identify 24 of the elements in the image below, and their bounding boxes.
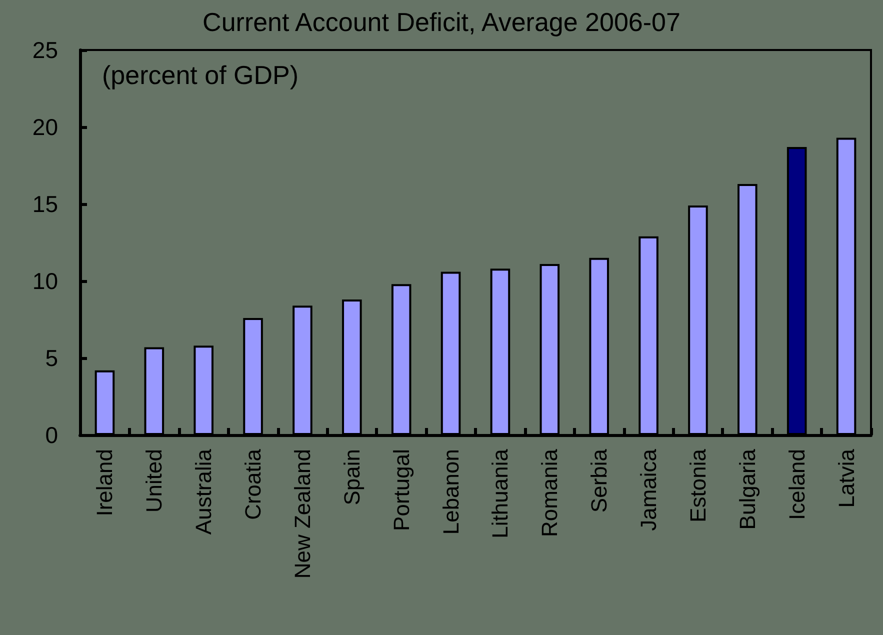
- x-tick-label: Lebanon: [438, 449, 464, 535]
- x-tick-label: Jamaica: [636, 448, 662, 531]
- x-tick-label: Lithuania: [488, 448, 513, 538]
- y-tick-label: 10: [32, 268, 58, 294]
- x-tick-label: Australia: [191, 448, 216, 535]
- chart-title: Current Account Deficit, Average 2006-07: [202, 7, 680, 37]
- y-tick-label: 25: [32, 37, 58, 63]
- x-tick-label: Serbia: [586, 448, 612, 513]
- x-tick-label: New Zealand: [290, 449, 315, 579]
- y-tick-label: 15: [32, 191, 58, 217]
- x-tick-label: Ireland: [92, 449, 118, 516]
- y-tick-label: 20: [32, 114, 58, 140]
- x-tick-label: Latvia: [834, 448, 859, 508]
- x-tick-label: United: [142, 449, 167, 513]
- y-tick-label: 5: [45, 345, 58, 371]
- x-tick-label: Croatia: [240, 448, 266, 520]
- x-tick-label: Romania: [537, 448, 562, 538]
- x-tick-label: Iceland: [784, 449, 810, 520]
- x-tick-label: Estonia: [685, 448, 710, 522]
- x-tick-label: Bulgaria: [734, 448, 760, 530]
- x-tick-label: Portugal: [388, 449, 414, 531]
- x-tick-label: Spain: [339, 449, 364, 506]
- y-tick-label: 0: [45, 422, 58, 448]
- annotation: (percent of GDP): [102, 60, 299, 90]
